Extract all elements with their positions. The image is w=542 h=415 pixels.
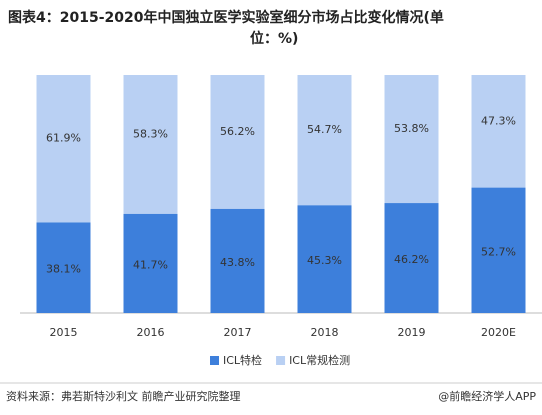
credit: @前瞻经济学人APP bbox=[438, 389, 536, 403]
value-label: 56.2% bbox=[220, 125, 255, 138]
value-label: 53.8% bbox=[394, 122, 429, 135]
value-label: 47.3% bbox=[481, 114, 516, 127]
x-tick-label: 2019 bbox=[398, 326, 426, 339]
bar-segment bbox=[471, 75, 526, 188]
value-label: 58.3% bbox=[133, 127, 168, 140]
bar-segment bbox=[384, 203, 439, 313]
value-label: 46.2% bbox=[394, 253, 429, 266]
bar-segment bbox=[297, 75, 352, 206]
bar-segment bbox=[36, 222, 91, 313]
bar-segment bbox=[210, 208, 265, 313]
bar-segment bbox=[36, 75, 91, 223]
x-tick-label: 2020E bbox=[481, 326, 516, 339]
x-tick-label: 2018 bbox=[311, 326, 339, 339]
value-label: 45.3% bbox=[307, 254, 342, 267]
value-label: 52.7% bbox=[481, 245, 516, 258]
bar-segment bbox=[384, 75, 439, 204]
legend-swatch bbox=[276, 356, 286, 365]
value-label: 54.7% bbox=[307, 123, 342, 136]
bar-segment bbox=[297, 205, 352, 313]
value-label: 38.1% bbox=[46, 263, 81, 276]
bar-segment bbox=[123, 75, 178, 214]
value-label: 43.8% bbox=[220, 256, 255, 269]
chart-title: 图表4：2015-2020年中国独立医学实验室细分市场占比变化情况(单位：%) bbox=[8, 9, 444, 47]
bar-segment bbox=[123, 213, 178, 313]
source: 资料来源：弗若斯特沙利文 前瞻产业研究院整理 bbox=[6, 389, 241, 403]
bar-segment bbox=[471, 187, 526, 313]
value-label: 61.9% bbox=[46, 132, 81, 145]
value-label: 41.7% bbox=[133, 258, 168, 271]
x-tick-label: 2016 bbox=[137, 326, 165, 339]
x-tick-label: 2015 bbox=[50, 326, 78, 339]
bar-segment bbox=[210, 75, 265, 209]
legend-label: ICL常规检测 bbox=[289, 353, 350, 367]
x-tick-label: 2017 bbox=[224, 326, 252, 339]
legend-label: ICL特检 bbox=[223, 353, 262, 367]
legend-swatch bbox=[210, 356, 219, 365]
